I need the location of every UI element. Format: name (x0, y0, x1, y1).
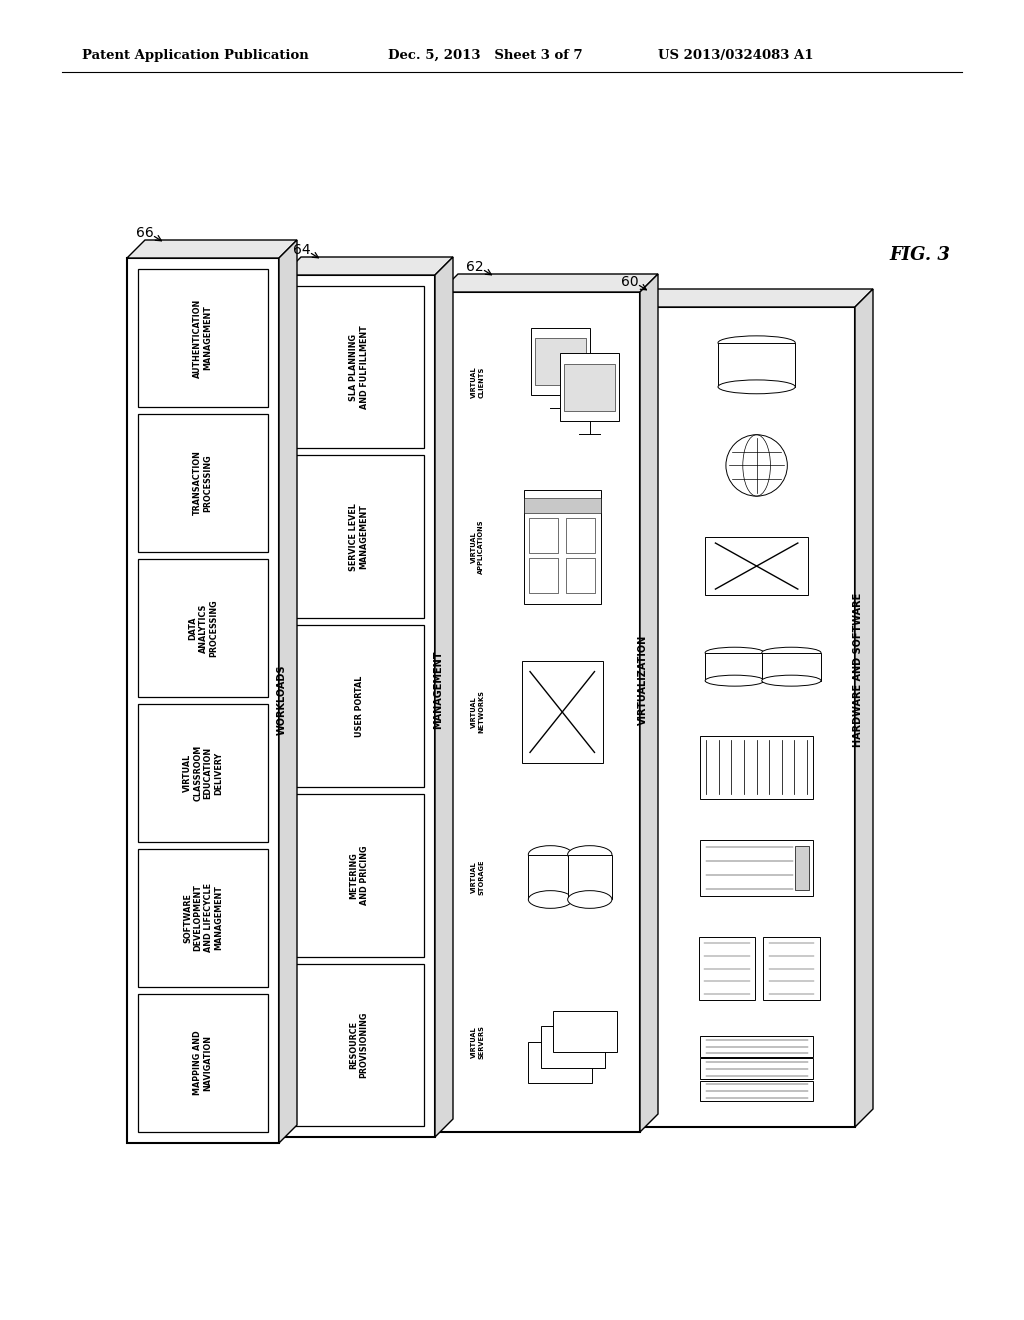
Polygon shape (435, 257, 453, 1137)
Text: SLA PLANNING
AND FULFILLMENT: SLA PLANNING AND FULFILLMENT (349, 325, 369, 409)
Text: IBM ®
BLADECENTER ®
SYSTEMS: IBM ® BLADECENTER ® SYSTEMS (636, 737, 656, 799)
Ellipse shape (726, 434, 787, 496)
FancyBboxPatch shape (706, 537, 808, 595)
Text: MAPPING AND
NAVIGATION: MAPPING AND NAVIGATION (194, 1031, 213, 1096)
Bar (706, 652, 764, 681)
Text: IBM ®
xSERIES ®
SYSTEMS: IBM ® xSERIES ® SYSTEMS (636, 849, 656, 887)
Text: VIRTUAL
APPLICATIONS: VIRTUAL APPLICATIONS (471, 520, 484, 574)
FancyBboxPatch shape (524, 490, 601, 605)
Text: Dec. 5, 2013   Sheet 3 of 7: Dec. 5, 2013 Sheet 3 of 7 (388, 49, 583, 62)
Polygon shape (440, 292, 640, 1133)
FancyBboxPatch shape (566, 558, 595, 593)
Text: FIG. 3: FIG. 3 (889, 246, 950, 264)
FancyBboxPatch shape (763, 937, 819, 1001)
FancyBboxPatch shape (529, 519, 558, 553)
Text: WORKLOADS: WORKLOADS (278, 665, 287, 735)
Text: DATA
ANALYTICS
PROCESSING: DATA ANALYTICS PROCESSING (188, 599, 218, 657)
Ellipse shape (567, 846, 612, 863)
FancyBboxPatch shape (700, 1036, 813, 1057)
FancyBboxPatch shape (796, 846, 809, 890)
FancyBboxPatch shape (294, 964, 424, 1126)
FancyBboxPatch shape (564, 363, 615, 411)
Bar (567, 854, 612, 899)
FancyBboxPatch shape (522, 661, 602, 763)
Ellipse shape (567, 891, 612, 908)
FancyBboxPatch shape (529, 558, 558, 593)
Bar (528, 854, 572, 899)
Text: STORAGE: STORAGE (643, 649, 649, 685)
FancyBboxPatch shape (541, 1027, 604, 1068)
Text: HARDWARE AND SOFTWARE: HARDWARE AND SOFTWARE (853, 593, 863, 747)
Polygon shape (283, 275, 435, 1137)
Ellipse shape (706, 675, 764, 686)
Ellipse shape (718, 380, 796, 393)
FancyBboxPatch shape (138, 558, 268, 697)
FancyBboxPatch shape (524, 498, 601, 512)
Text: METERING
AND PRICING: METERING AND PRICING (349, 846, 369, 906)
FancyBboxPatch shape (700, 1059, 813, 1080)
FancyBboxPatch shape (553, 1011, 617, 1052)
FancyBboxPatch shape (294, 624, 424, 787)
FancyBboxPatch shape (700, 735, 813, 799)
Text: VIRTUAL
STORAGE: VIRTUAL STORAGE (471, 859, 484, 895)
Text: SOFTWARE
DEVELOPMENT
AND LIFECYCLE
MANAGEMENT: SOFTWARE DEVELOPMENT AND LIFECYCLE MANAG… (183, 883, 223, 953)
Text: 60: 60 (622, 275, 639, 289)
FancyBboxPatch shape (138, 704, 268, 842)
Text: VIRTUALIZATION: VIRTUALIZATION (638, 635, 648, 725)
Polygon shape (855, 289, 873, 1127)
Ellipse shape (706, 647, 764, 659)
Text: TRANSACTION
PROCESSING: TRANSACTION PROCESSING (194, 450, 213, 515)
Ellipse shape (528, 891, 572, 908)
Polygon shape (127, 257, 279, 1143)
Polygon shape (600, 289, 873, 308)
Text: AUTHENTICATION
MANAGEMENT: AUTHENTICATION MANAGEMENT (194, 298, 213, 378)
FancyBboxPatch shape (700, 841, 813, 895)
Polygon shape (127, 240, 297, 257)
FancyBboxPatch shape (138, 849, 268, 987)
FancyBboxPatch shape (560, 354, 620, 421)
Polygon shape (283, 257, 453, 275)
FancyBboxPatch shape (566, 519, 595, 553)
Text: US 2013/0324083 A1: US 2013/0324083 A1 (658, 49, 813, 62)
FancyBboxPatch shape (527, 1041, 592, 1084)
FancyBboxPatch shape (138, 414, 268, 552)
FancyBboxPatch shape (138, 269, 268, 407)
Ellipse shape (762, 675, 821, 686)
Text: 62: 62 (466, 260, 483, 275)
Text: NETWORK
APPLICATION
SERVER
SOFTWARE: NETWORK APPLICATION SERVER SOFTWARE (633, 441, 659, 490)
Text: NETWORKING: NETWORKING (643, 540, 649, 591)
FancyBboxPatch shape (294, 286, 424, 449)
FancyBboxPatch shape (700, 1081, 813, 1101)
Ellipse shape (528, 846, 572, 863)
Text: DATABASE
SOFTWARE: DATABASE SOFTWARE (639, 345, 652, 385)
FancyBboxPatch shape (294, 455, 424, 618)
Bar (762, 652, 821, 681)
FancyBboxPatch shape (138, 994, 268, 1133)
Text: RESOURCE
PROVISIONING: RESOURCE PROVISIONING (349, 1011, 369, 1078)
Text: Patent Application Publication: Patent Application Publication (82, 49, 309, 62)
Bar (718, 343, 796, 387)
Ellipse shape (762, 647, 821, 659)
Polygon shape (440, 275, 658, 292)
Polygon shape (279, 240, 297, 1143)
Text: VIRTUAL
NETWORKS: VIRTUAL NETWORKS (471, 690, 484, 734)
Polygon shape (640, 275, 658, 1133)
Ellipse shape (718, 335, 796, 350)
FancyBboxPatch shape (294, 795, 424, 957)
FancyBboxPatch shape (535, 338, 586, 385)
Text: RISC
ARCHITECTURE
SERVERS: RISC ARCHITECTURE SERVERS (636, 940, 656, 997)
Text: MAINFRAMES: MAINFRAMES (643, 1044, 649, 1094)
Text: SERVICE LEVEL
MANAGEMENT: SERVICE LEVEL MANAGEMENT (349, 503, 369, 570)
Polygon shape (600, 308, 855, 1127)
Text: 66: 66 (136, 226, 154, 240)
Text: VIRTUAL
CLIENTS: VIRTUAL CLIENTS (471, 366, 484, 397)
FancyBboxPatch shape (530, 327, 590, 395)
Text: VIRTUAL
SERVERS: VIRTUAL SERVERS (471, 1026, 484, 1059)
FancyBboxPatch shape (698, 937, 756, 1001)
Text: USER PORTAL: USER PORTAL (354, 676, 364, 737)
Text: 64: 64 (293, 243, 311, 257)
Text: VIRTUAL
CLASSROOM
EDUCATION
DELIVERY: VIRTUAL CLASSROOM EDUCATION DELIVERY (183, 744, 223, 801)
Text: MANAGEMENT: MANAGEMENT (433, 651, 443, 729)
